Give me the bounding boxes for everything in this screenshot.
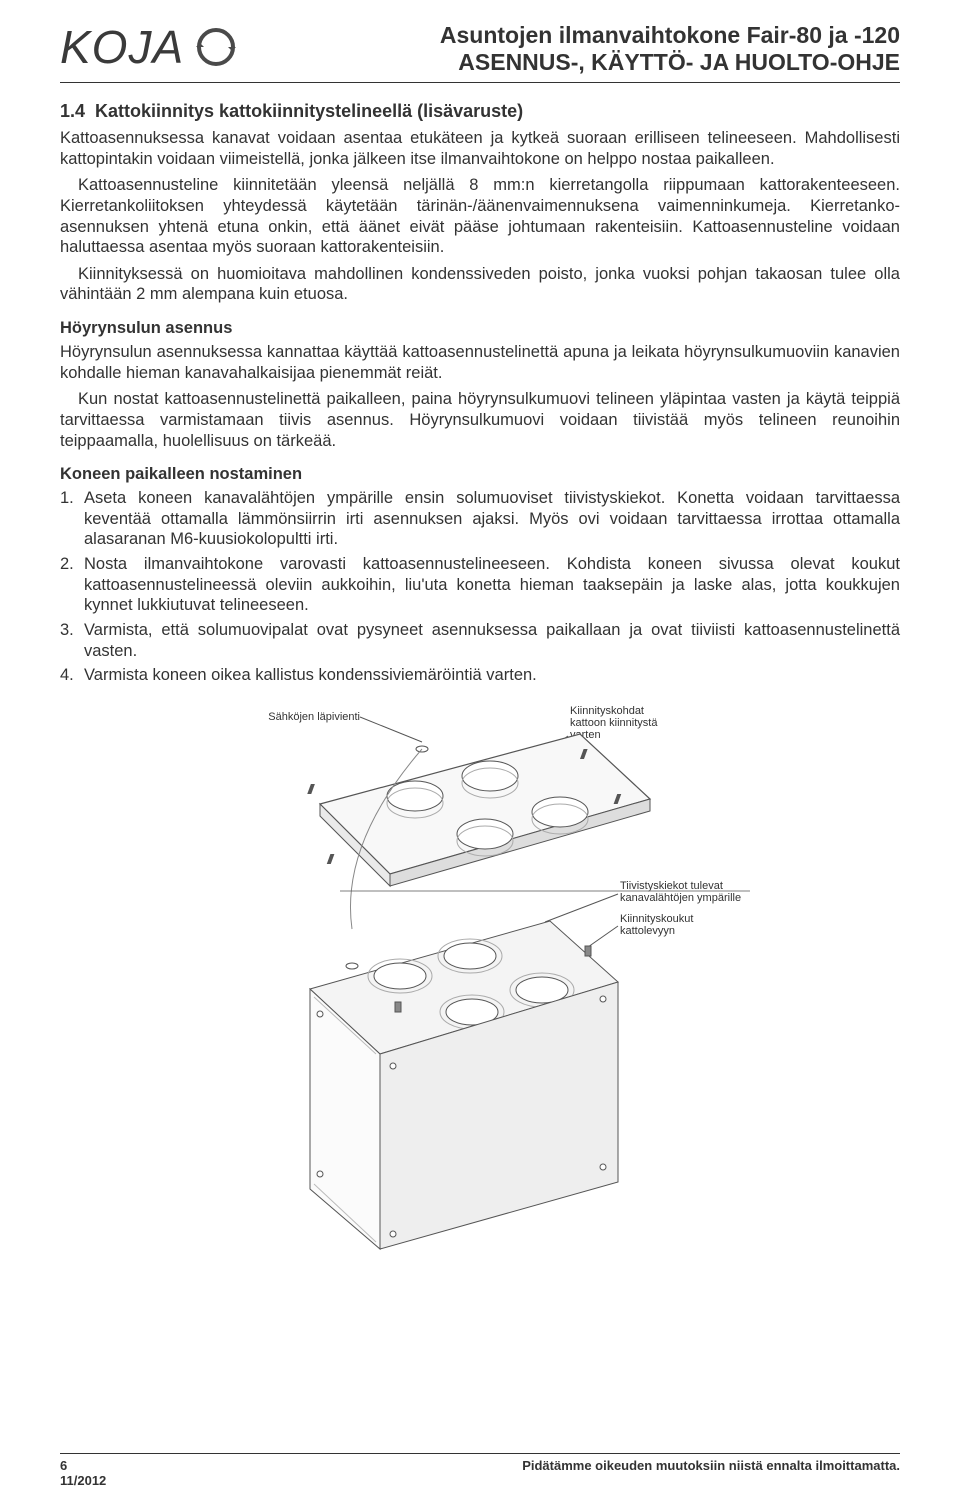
page-footer: 6 11/2012 Pidätämme oikeuden muutoksiin … xyxy=(60,1453,900,1489)
document-title: Asuntojen ilmanvaihtokone Fair-80 ja -12… xyxy=(440,22,900,49)
header-titles: Asuntojen ilmanvaihtokone Fair-80 ja -12… xyxy=(440,22,900,76)
list-item: 1.Aseta koneen kanavalähtöjen ympärille … xyxy=(60,488,900,550)
body-content: 1.4 Kattokiinnitys kattokiinnitystelinee… xyxy=(60,101,900,686)
page-header: KOJA Asuntojen ilmanvaihtokone Fair-80 j… xyxy=(60,20,900,83)
document-subtitle: ASENNUS-, KÄYTTÖ- JA HUOLTO-OHJE xyxy=(440,49,900,76)
diagram-label: Kiinnityskohdat kattoon kiinnitystä vart… xyxy=(570,705,661,741)
section-heading: 1.4 Kattokiinnitys kattokiinnitystelinee… xyxy=(60,101,900,122)
page-number: 6 xyxy=(60,1458,106,1474)
technical-diagram: Sähköjen läpivienti Kiinnityskohdat katt… xyxy=(60,704,900,1254)
recycle-arrows-icon xyxy=(194,25,238,69)
mounting-plate xyxy=(307,734,650,886)
diagram-label: Kiinnityskoukut kattolevyyn xyxy=(620,913,696,937)
diagram-label: Sähköjen läpivienti xyxy=(268,711,360,723)
list-item: 4.Varmista koneen oikea kallistus konden… xyxy=(60,665,900,686)
list-item: 2.Nosta ilmanvaihtokone varovasti kattoa… xyxy=(60,554,900,616)
paragraph: Kiinnityksessä on huomioitava mahdolline… xyxy=(60,264,900,305)
paragraph: Kun nostat kattoasennustelinettä paikall… xyxy=(60,389,900,451)
paragraph: Kattoasennusteline kiinnitetään yleensä … xyxy=(60,175,900,258)
footer-date: 11/2012 xyxy=(60,1473,106,1489)
numbered-steps: 1.Aseta koneen kanavalähtöjen ympärille … xyxy=(60,488,900,686)
footer-left: 6 11/2012 xyxy=(60,1458,106,1489)
paragraph: Kattoasennuksessa kanavat voidaan asenta… xyxy=(60,128,900,169)
brand-logo: KOJA xyxy=(60,20,238,74)
ventilation-unit xyxy=(310,921,618,1249)
footer-disclaimer: Pidätämme oikeuden muutoksiin niistä enn… xyxy=(522,1458,900,1489)
sub-heading: Koneen paikalleen nostaminen xyxy=(60,465,900,484)
list-item: 3.Varmista, että solumuovipalat ovat pys… xyxy=(60,620,900,661)
sub-heading: Höyrynsulun asennus xyxy=(60,319,900,338)
logo-text: KOJA xyxy=(60,20,184,74)
document-page: KOJA Asuntojen ilmanvaihtokone Fair-80 j… xyxy=(0,0,960,1507)
paragraph: Höyrynsulun asennuksessa kannattaa käytt… xyxy=(60,342,900,383)
diagram-label: Tiivistyskiekot tulevat kanavalähtöjen y… xyxy=(620,880,741,904)
